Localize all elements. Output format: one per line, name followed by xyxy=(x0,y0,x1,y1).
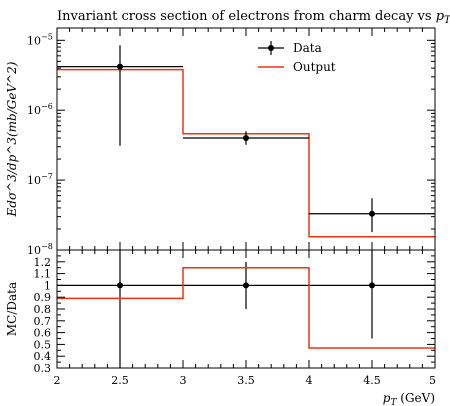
main-plot-area xyxy=(57,45,435,238)
x-axis-label-sub: T xyxy=(390,398,397,406)
legend-entry-output: Output xyxy=(258,60,336,74)
ratio-ytick-label-9: 1.2 xyxy=(34,256,52,269)
ratio-output-step-line xyxy=(57,266,435,349)
ratio-point-2 xyxy=(369,282,375,289)
main-ytick-exp: −5 xyxy=(41,32,53,41)
data-point-1 xyxy=(243,135,249,142)
ratio-point-0 xyxy=(117,282,123,289)
ratio-ytick-label-0: 0.3 xyxy=(34,362,52,375)
legend-label-output: Output xyxy=(293,60,336,74)
main-panel: 10−810−710−610−5 Edσ^3/dp^3(mb/GeV^2) Da… xyxy=(5,27,436,257)
chart-title: Invariant cross section of electrons fro… xyxy=(57,9,450,26)
x-axis-label-unit: (GeV) xyxy=(396,391,435,405)
main-ytick-label-1: 10−7 xyxy=(27,172,53,187)
legend-data-marker xyxy=(268,45,274,51)
ratio-ytick-label-4: 0.7 xyxy=(34,315,52,328)
chart-title-sub: T xyxy=(444,15,450,26)
x-tick-label-4: 4 xyxy=(306,374,313,387)
main-ytick-label-2: 10−6 xyxy=(27,102,53,117)
main-ytick-exp: −8 xyxy=(41,242,53,251)
output-step-line xyxy=(57,68,435,238)
main-ytick-base: 10 xyxy=(27,34,41,47)
main-ytick-label-3: 10−5 xyxy=(27,32,53,47)
ratio-ytick-label-2: 0.5 xyxy=(34,338,52,351)
legend: Data Output xyxy=(258,41,336,74)
main-ytick-exp: −6 xyxy=(41,102,53,111)
ratio-ytick-label-6: 0.9 xyxy=(34,291,52,304)
x-axis-label-var: p xyxy=(383,391,391,405)
ratio-plot-area xyxy=(57,250,435,368)
main-ytick-label-0: 10−8 xyxy=(27,242,53,257)
ratio-ytick-label-3: 0.6 xyxy=(34,327,52,340)
x-tick-label-0: 2 xyxy=(54,374,61,387)
main-ytick-base: 10 xyxy=(27,104,41,117)
x-tick-label-6: 5 xyxy=(429,374,436,387)
x-tick-label-3: 3.5 xyxy=(237,374,255,387)
chart-title-var: p xyxy=(436,9,445,24)
x-tick-label-2: 3 xyxy=(180,374,187,387)
data-point-2 xyxy=(369,210,375,217)
ratio-panel: 2 2.5 3 3.5 4 4.5 5 0.30.40.50.60.70.80.911.11… xyxy=(5,249,436,387)
ratio-y-axis-label: MC/Data xyxy=(5,282,19,336)
main-x-ticks xyxy=(56,28,436,250)
x-axis-label: pT (GeV) xyxy=(383,391,435,406)
ratio-ytick-label-8: 1.1 xyxy=(34,268,52,281)
legend-label-data: Data xyxy=(293,41,322,55)
ratio-x-ticks: 2 2.5 3 3.5 4 4.5 5 xyxy=(54,250,436,387)
ratio-y-ticks: 0.30.40.50.60.70.80.911.11.2 xyxy=(34,249,435,375)
legend-entry-data: Data xyxy=(258,41,322,55)
main-ytick-base: 10 xyxy=(27,174,41,187)
x-tick-label-1: 2.5 xyxy=(111,374,129,387)
ratio-ytick-label-1: 0.4 xyxy=(34,350,52,363)
chart-title-text: Invariant cross section of electrons fro… xyxy=(57,9,436,24)
ratio-ytick-label-7: 1 xyxy=(44,279,51,292)
main-ytick-exp: −7 xyxy=(41,172,53,181)
main-ytick-base: 10 xyxy=(27,244,41,257)
ratio-point-1 xyxy=(243,282,249,289)
x-tick-label-5: 4.5 xyxy=(363,374,381,387)
data-point-0 xyxy=(117,63,123,70)
main-y-ticks: 10−810−710−610−5 xyxy=(27,32,435,257)
main-y-axis-label: Edσ^3/dp^3(mb/GeV^2) xyxy=(5,61,19,217)
ratio-ytick-label-5: 0.8 xyxy=(34,303,52,316)
